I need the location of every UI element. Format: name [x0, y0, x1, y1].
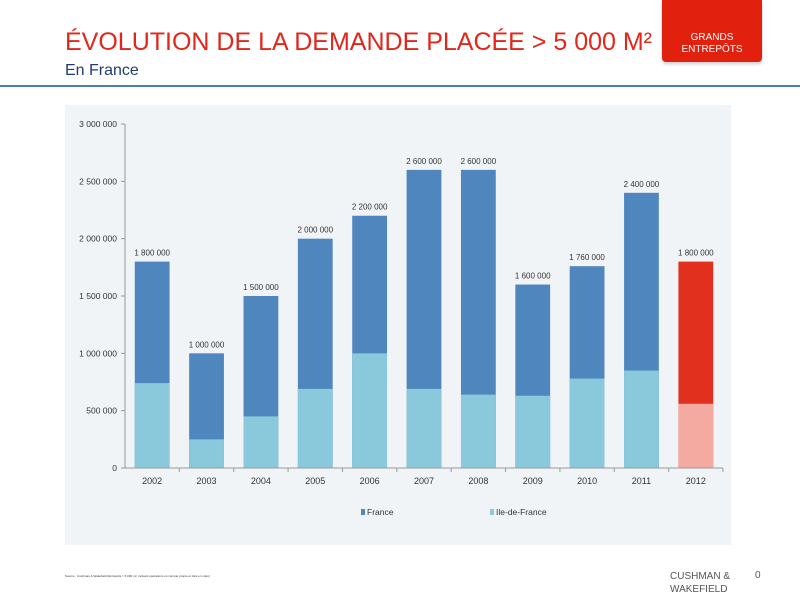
page-number: 0: [755, 570, 761, 581]
x-tick-label: 2011: [632, 476, 651, 486]
data-label-2009: 1 600 000: [515, 272, 551, 281]
bars: 1 800 000 1 000 000 1 500 000 2 000 000 2 20…: [134, 157, 714, 469]
badge-line-2: ENTREPÔTS: [681, 44, 743, 55]
bar-idf-2002: [134, 383, 170, 468]
bar-idf-2008: [460, 394, 496, 468]
legend-label: Ile-de-France: [496, 507, 547, 517]
bar-idf-2007: [406, 388, 442, 468]
data-label-2002: 1 800 000: [134, 249, 170, 258]
x-tick-label: 2006: [360, 476, 380, 486]
x-tick-label: 2009: [523, 476, 543, 486]
data-label-2006: 2 200 000: [352, 203, 388, 212]
data-label-2003: 1 000 000: [189, 340, 225, 349]
chart-panel: 0 500 000 1 000 000 1 500 000 2 000 000 2 500…: [65, 105, 731, 545]
bar-idf-2004: [243, 416, 279, 468]
bar-idf-2012: [678, 403, 714, 468]
data-label-2012: 1 800 000: [678, 249, 714, 258]
bar-idf-2006: [352, 353, 388, 468]
brand-line-1: CUSHMAN &: [670, 571, 731, 582]
y-tick-label: 1 500 000: [79, 291, 117, 301]
x-tick-label: 2012: [686, 476, 706, 486]
legend-label: France: [367, 507, 394, 517]
x-tick-label: 2007: [414, 476, 434, 486]
y-tick-label: 0: [112, 463, 117, 473]
y-tick-label: 3 000 000: [79, 119, 117, 129]
x-axis: 2002 2003 2004 2005 2006 2007 2008 2009 2010 2011…: [125, 467, 724, 486]
x-tick-label: 2002: [142, 476, 162, 486]
section-badge: GRANDS ENTREPÔTS: [662, 0, 762, 62]
legend-swatch-ile-de-france: [490, 509, 494, 515]
x-tick-label: 2005: [305, 476, 325, 486]
data-label-2008: 2 600 000: [461, 157, 497, 166]
y-tick-label: 1 000 000: [79, 348, 117, 358]
x-tick-label: 2010: [577, 476, 597, 486]
bar-idf-2010: [569, 378, 605, 468]
data-label-2004: 1 500 000: [243, 283, 279, 292]
brand-logo: CUSHMAN & WAKEFIELD: [670, 570, 730, 596]
y-tick-label: 2 500 000: [79, 176, 117, 186]
legend: France Ile-de-France: [361, 507, 547, 517]
bar-idf-2009: [515, 395, 551, 468]
x-tick-label: 2008: [468, 476, 488, 486]
bar-chart: 0 500 000 1 000 000 1 500 000 2 000 000 2 500…: [79, 119, 724, 517]
source-note: Source : Cushman & Wakefield (Entrepôts …: [65, 574, 210, 578]
legend-swatch-france: [361, 509, 365, 515]
data-label-2010: 1 760 000: [569, 253, 605, 262]
bar-idf-2003: [189, 439, 224, 468]
y-tick-label: 500 000: [86, 406, 117, 416]
x-tick-label: 2004: [251, 476, 271, 486]
header-divider: [0, 85, 800, 87]
y-axis: 0 500 000 1 000 000 1 500 000 2 000 000 2 500…: [79, 119, 126, 473]
data-label-2011: 2 400 000: [624, 180, 660, 189]
page-title: ÉVOLUTION DE LA DEMANDE PLACÉE > 5 000 M…: [65, 28, 652, 56]
brand-line-2: WAKEFIELD: [670, 584, 728, 595]
bar-idf-2005: [297, 388, 333, 468]
data-label-2005: 2 000 000: [297, 226, 333, 235]
y-tick-label: 2 000 000: [79, 234, 117, 244]
data-label-2007: 2 600 000: [406, 157, 442, 166]
bar-idf-2011: [624, 370, 659, 468]
x-tick-label: 2003: [197, 476, 217, 486]
page-subtitle: En France: [65, 62, 139, 79]
badge-line-1: GRANDS: [690, 32, 734, 43]
